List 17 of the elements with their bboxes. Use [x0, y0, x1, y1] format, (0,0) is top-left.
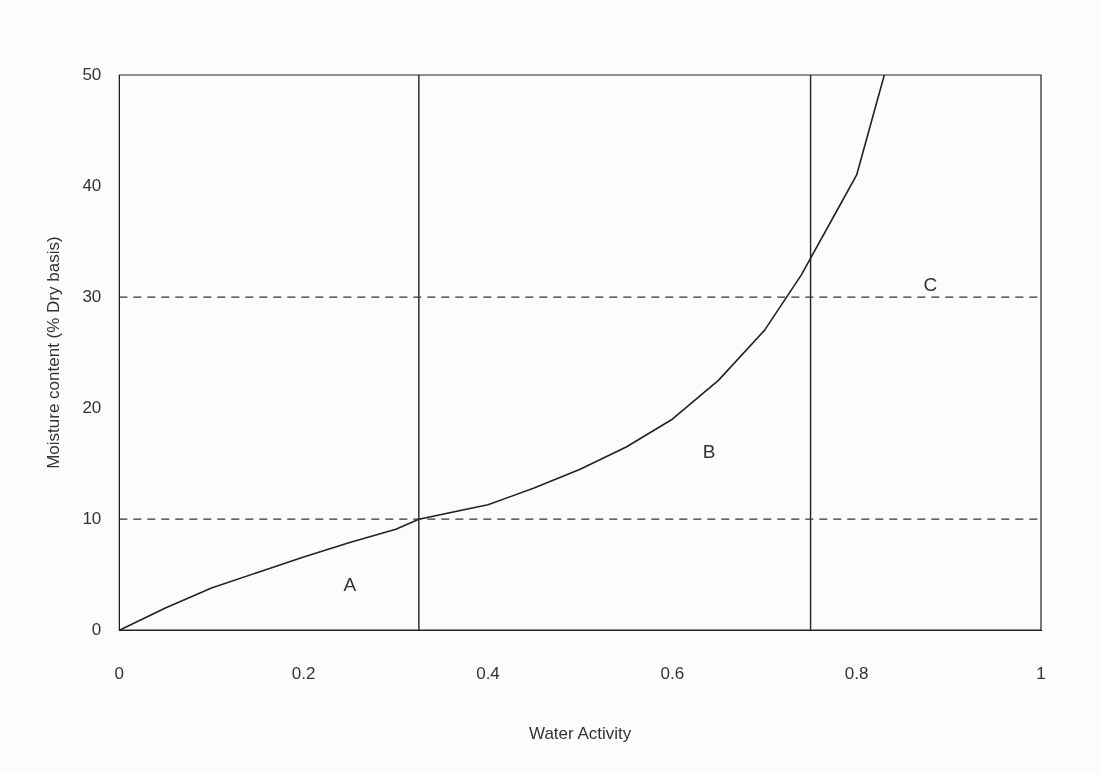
y-tick-label: 50 — [82, 64, 102, 84]
y-tick-label: 40 — [82, 175, 102, 195]
y-tick-label: 10 — [82, 508, 102, 528]
annotation: B — [702, 440, 716, 462]
x-tick-label: 1 — [1036, 664, 1046, 684]
x-tick-label: 0.2 — [291, 664, 316, 684]
x-tick-label: 0 — [114, 664, 125, 684]
x-axis-title: Water Activity — [528, 724, 632, 744]
y-axis-title: Moisture content (% Dry basis) — [43, 236, 63, 469]
x-tick-label: 0.6 — [660, 664, 685, 684]
y-tick-label: 30 — [82, 286, 102, 306]
x-tick-label: 0.4 — [476, 664, 500, 684]
y-tick-label: 20 — [82, 397, 102, 417]
y-tick-label: 0 — [91, 619, 102, 639]
x-tick-label: 0.8 — [844, 664, 869, 684]
annotation: C — [923, 274, 938, 296]
annotation: A — [343, 574, 357, 596]
